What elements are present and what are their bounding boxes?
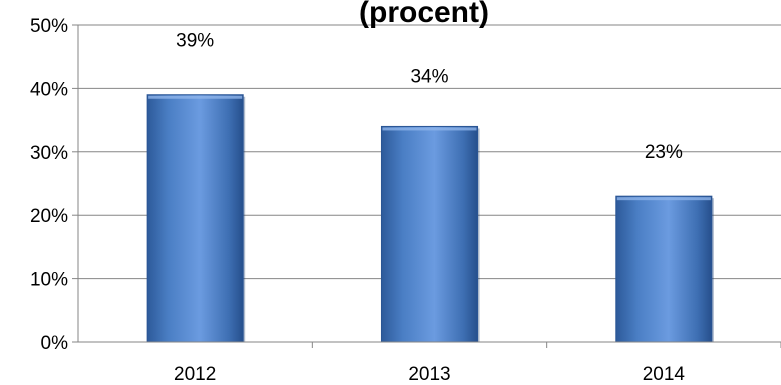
y-tick-label: 30% — [30, 143, 68, 164]
chart-title: (procent) — [359, 0, 489, 29]
bars — [146, 94, 714, 343]
bar-2012 — [146, 94, 244, 343]
bar-2014 — [615, 195, 713, 343]
labels: 0% 10% 20% 30% 40% 50% 39% 2012 34% 2013 23% 2014 — [30, 16, 685, 385]
data-label-2014: 23% — [645, 142, 683, 163]
data-label-2012: 39% — [176, 31, 214, 52]
y-tick-label: 0% — [41, 333, 69, 354]
bar-2013 — [380, 125, 479, 343]
y-tick-label: 40% — [30, 79, 68, 100]
bar-highlight-2014 — [616, 197, 711, 201]
y-tick-label: 20% — [30, 206, 68, 227]
axes — [72, 24, 781, 348]
data-label-2013: 34% — [410, 66, 448, 87]
y-tick-label: 50% — [30, 16, 68, 37]
y-tick-label: 10% — [30, 270, 68, 291]
x-tick-label-2014: 2014 — [643, 364, 686, 385]
x-tick-label-2012: 2012 — [174, 364, 216, 385]
bar-highlight-2013 — [382, 127, 477, 131]
x-tick-label-2013: 2013 — [408, 364, 450, 385]
bar-highlight-2012 — [148, 95, 243, 99]
